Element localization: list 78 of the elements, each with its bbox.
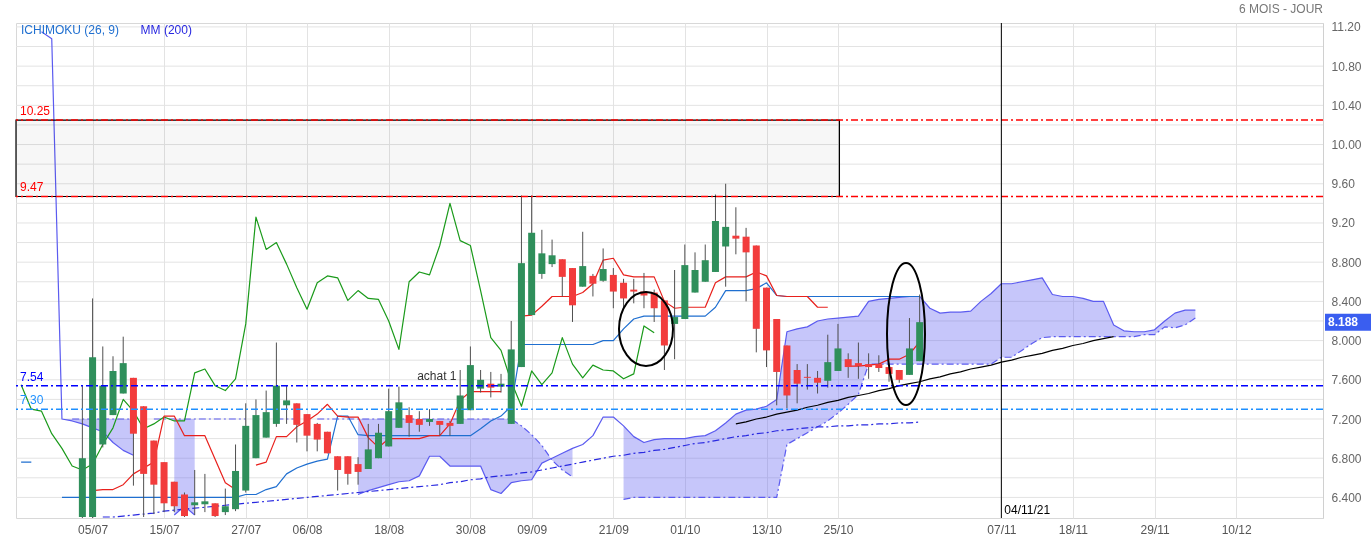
candlestick [415, 410, 423, 433]
line-series [20, 202, 655, 471]
ref-line-label: 04/11/21 [1004, 503, 1051, 517]
text: ICHIMOKU (26, 9) [21, 23, 120, 37]
x-tick-label: 18/08 [374, 522, 405, 537]
candlestick [180, 492, 188, 518]
x-tick-label: 09/09 [517, 522, 548, 537]
candlestick [201, 473, 209, 513]
y-tick-label: 6.400 [1331, 490, 1362, 505]
y-tick-label: 9.20 [1331, 216, 1356, 231]
candlestick [691, 251, 699, 294]
y-tick-label: 7.600 [1331, 373, 1362, 388]
candlestick [313, 422, 321, 452]
x-tick-label: 05/07 [78, 522, 109, 537]
candlestick [630, 278, 638, 304]
candlestick [497, 373, 505, 394]
x-tick-label: 01/10 [670, 522, 701, 537]
y-tick-label: 10.40 [1331, 98, 1362, 113]
candlestick [865, 352, 873, 380]
candlestick [589, 273, 597, 297]
y-tick-label: 8.400 [1331, 294, 1362, 309]
candlestick [446, 420, 454, 437]
candlestick [742, 227, 750, 302]
x-tick-label: 13/10 [751, 522, 783, 537]
candlestick [558, 258, 566, 297]
chart-subtitle: 6 MOIS - JOUR [1238, 1, 1324, 16]
candlestick [303, 413, 311, 452]
ref-line-label: 7.54 [20, 369, 44, 384]
candlestick [803, 363, 811, 391]
text: 8.188 [1328, 315, 1359, 330]
candlestick [701, 244, 709, 283]
candlestick [732, 206, 740, 255]
candlestick [405, 406, 413, 438]
candlestick [191, 469, 199, 516]
candlestick [538, 229, 546, 280]
x-tick-label: 21/09 [598, 522, 630, 537]
candlestick [824, 334, 832, 389]
candlestick [854, 342, 862, 380]
line-series [102, 421, 921, 518]
y-tick-label: 8.800 [1331, 255, 1362, 270]
candlestick [334, 455, 342, 492]
candlestick [477, 369, 485, 394]
candlestick [548, 239, 556, 268]
candlestick [844, 352, 852, 379]
x-tick-label: 30/08 [455, 522, 487, 537]
y-tick-label: 6.800 [1331, 451, 1362, 466]
candlestick [579, 231, 587, 288]
x-tick-label: 10/12 [1221, 522, 1253, 537]
y-tick-label: 10.00 [1331, 138, 1362, 153]
y-tick-label: 8.000 [1331, 334, 1362, 349]
candlestick [722, 183, 730, 288]
candlestick [344, 455, 352, 486]
candlestick [793, 363, 801, 404]
candlestick [221, 488, 229, 516]
x-tick-label: 25/10 [823, 522, 854, 537]
x-tick-label: 15/07 [149, 522, 180, 537]
x-tick-label: 18/11 [1058, 522, 1089, 537]
y-tick-label: 7.200 [1331, 412, 1362, 427]
candlestick [599, 247, 607, 283]
annotation: achat 1 [417, 368, 457, 383]
y-tick-label: 11.20 [1331, 20, 1361, 35]
y-tick-label: 9.60 [1331, 177, 1356, 192]
ref-line-label: 9.47 [20, 180, 44, 195]
candlestick [834, 323, 842, 372]
ref-line-label: 10.25 [20, 104, 51, 119]
candlestick [620, 278, 628, 309]
y-tick-label: 10.80 [1331, 59, 1362, 74]
candlestick [814, 370, 822, 395]
x-tick-label: 29/11 [1140, 522, 1170, 537]
x-tick-label: 07/11 [987, 522, 1017, 537]
x-tick-label: 06/08 [292, 522, 323, 537]
candlestick [609, 267, 617, 309]
text: MM (200) [140, 23, 192, 37]
x-tick-label: 27/07 [231, 522, 262, 537]
candlestick [283, 385, 291, 425]
candlestick [293, 402, 301, 444]
candlestick [364, 423, 372, 470]
candlestick [354, 456, 362, 486]
